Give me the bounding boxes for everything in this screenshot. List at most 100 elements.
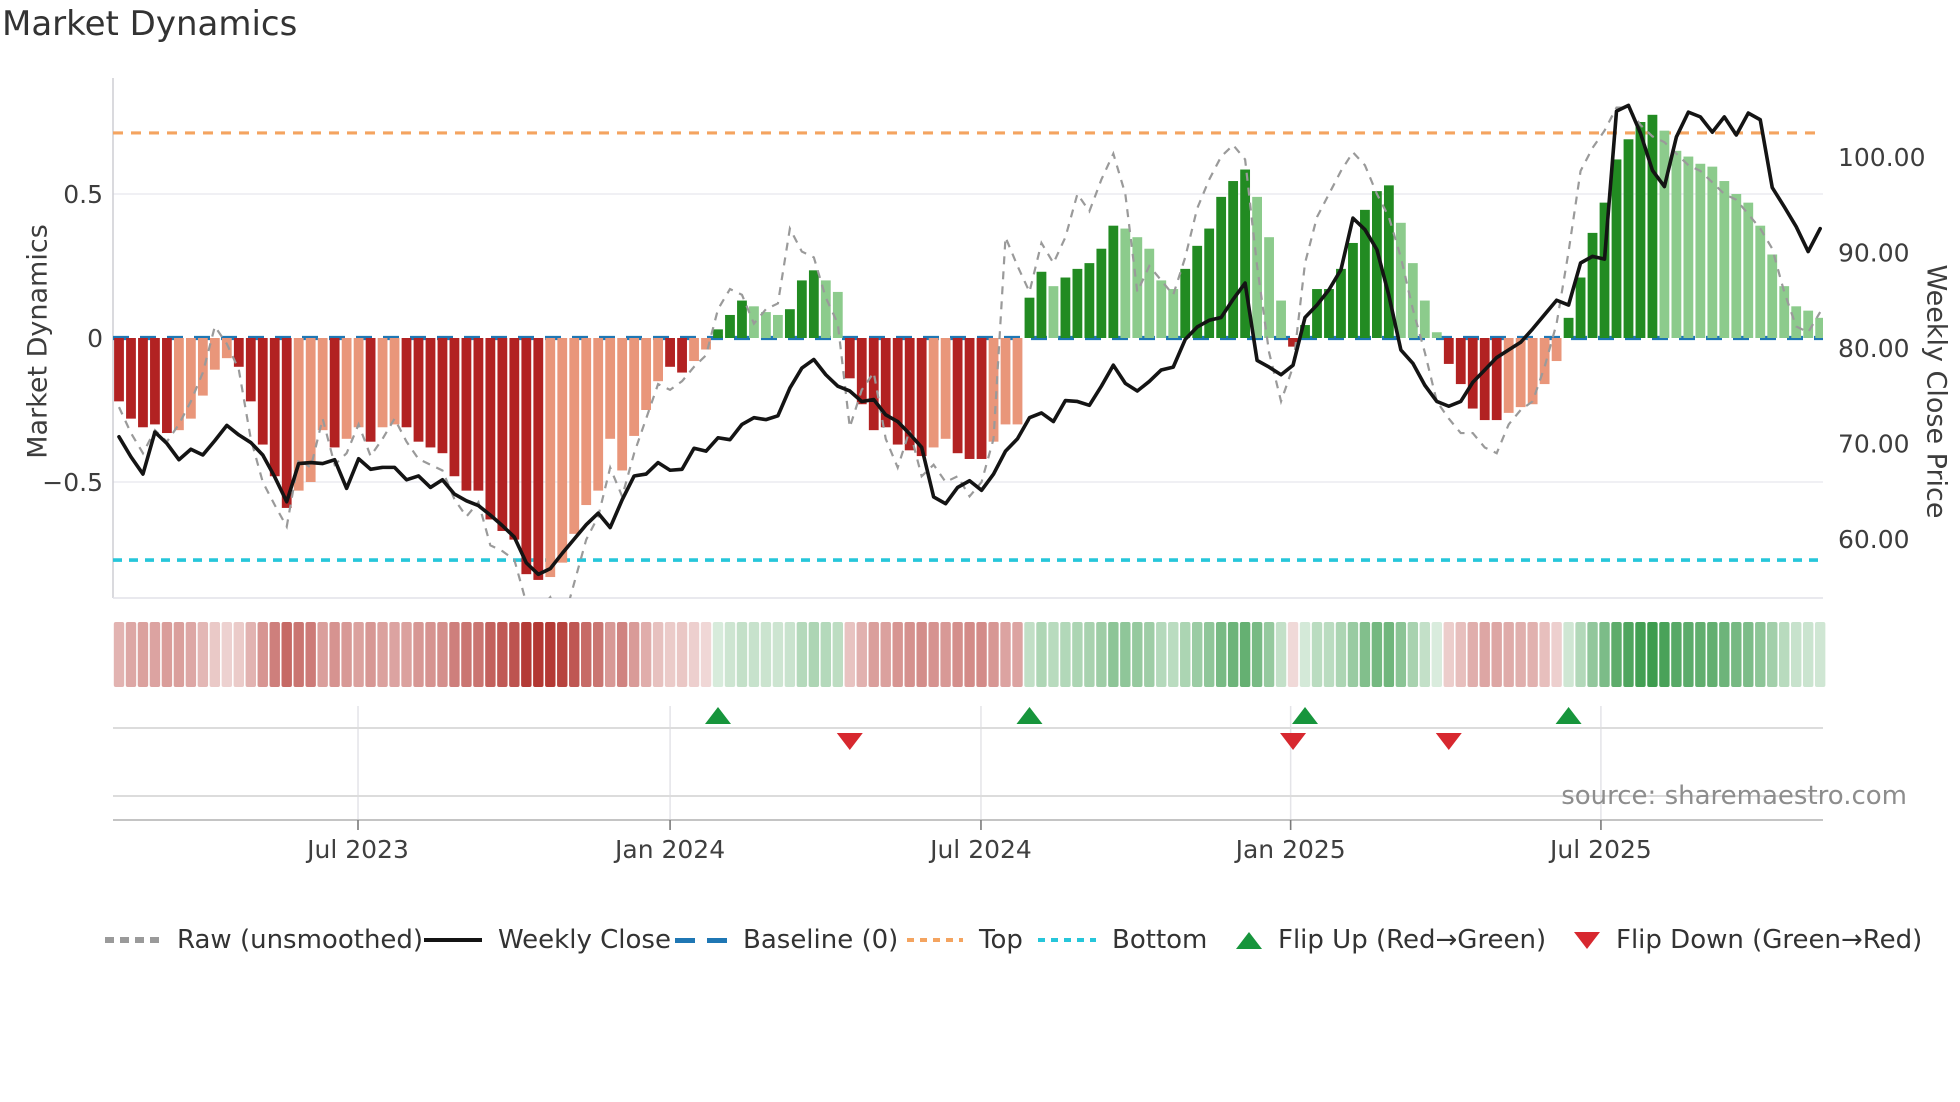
bar-week-117	[1515, 338, 1526, 408]
bar-week-21	[365, 338, 376, 442]
bar-week-55	[773, 314, 783, 338]
heat-cell-114	[1479, 622, 1490, 687]
bar-week-58	[808, 270, 819, 338]
bar-week-7	[197, 338, 208, 396]
heat-strip	[113, 622, 1826, 687]
heat-cell-39	[581, 622, 592, 687]
bar-week-15	[293, 338, 304, 491]
heat-cell-57	[796, 622, 808, 687]
heat-cell-136	[1743, 622, 1754, 687]
heat-cell-11	[245, 622, 256, 687]
bar-week-132	[1695, 163, 1706, 338]
heat-cell-75	[1012, 622, 1023, 687]
heat-cell-42	[616, 622, 628, 687]
flip-down-marker-w61	[836, 733, 863, 750]
flip-up-marker-w76	[1016, 707, 1043, 724]
heat-cell-4	[161, 622, 173, 687]
raw-line	[118, 106, 1822, 598]
legend-swatch-dash-blue	[675, 937, 727, 943]
flip-up-marker-w121	[1555, 707, 1582, 724]
svg-text:0: 0	[87, 324, 103, 353]
bar-week-41	[605, 338, 616, 439]
bar-week-48	[689, 338, 699, 362]
heat-cell-31	[485, 622, 496, 687]
heat-cell-129	[1659, 622, 1670, 687]
bar-week-60	[832, 291, 843, 338]
bar-week-98	[1288, 338, 1298, 347]
heat-cell-132	[1695, 622, 1706, 687]
bar-week-140	[1791, 306, 1802, 338]
bar-week-40	[593, 338, 604, 491]
bar-week-28	[449, 338, 460, 477]
bar-week-74	[1000, 338, 1011, 425]
bar-week-121	[1563, 317, 1574, 338]
bar-week-65	[892, 338, 903, 445]
bar-week-35	[533, 338, 544, 580]
bar-week-11	[245, 338, 256, 402]
heat-cell-84	[1120, 622, 1131, 687]
bar-week-141	[1803, 310, 1814, 338]
bar-week-47	[677, 338, 687, 373]
bar-week-112	[1455, 338, 1466, 385]
heat-cell-138	[1767, 622, 1778, 687]
bar-week-99	[1300, 325, 1310, 338]
heat-cell-12	[257, 622, 268, 687]
heat-cell-10	[233, 622, 244, 687]
heat-cell-45	[652, 622, 664, 687]
right-axis-ticks: 100.00 90.00 80.00 70.00 60.00	[1838, 143, 1925, 554]
bar-week-82	[1096, 248, 1107, 338]
bar-week-43	[629, 338, 640, 436]
heat-cell-82	[1096, 622, 1107, 687]
bar-week-106	[1383, 185, 1394, 338]
legend-item-dot-cyan: Bottom	[1038, 922, 1207, 958]
heat-cell-119	[1539, 622, 1550, 687]
heat-cell-131	[1683, 622, 1694, 687]
bar-week-49	[701, 338, 711, 350]
bar-week-136	[1743, 202, 1754, 338]
legend-item-dash-blue: Baseline (0)	[675, 922, 898, 958]
bar-week-89	[1180, 268, 1191, 338]
bar-week-138	[1767, 254, 1778, 338]
heat-cell-124	[1599, 622, 1610, 687]
bar-week-24	[401, 338, 412, 428]
heat-cell-103	[1347, 622, 1359, 687]
heat-cell-77	[1036, 622, 1047, 687]
bar-week-70	[952, 338, 963, 454]
svg-text:80.00: 80.00	[1838, 334, 1910, 363]
heat-cell-89	[1180, 622, 1191, 687]
bar-week-59	[820, 280, 831, 338]
heat-cell-13	[269, 622, 280, 687]
flip-marker-panel	[113, 706, 1823, 830]
heat-cell-83	[1108, 622, 1119, 687]
bar-week-100	[1312, 289, 1322, 338]
heat-cell-64	[880, 622, 891, 687]
heat-cell-67	[916, 622, 927, 687]
bar-week-52	[737, 300, 747, 338]
heat-cell-44	[640, 622, 652, 687]
heat-cell-105	[1371, 622, 1383, 687]
bar-week-107	[1395, 222, 1406, 338]
bar-week-54	[761, 312, 771, 338]
heat-cell-91	[1203, 622, 1215, 687]
heat-cell-40	[593, 622, 604, 687]
bar-week-4	[162, 338, 172, 434]
bar-week-103	[1348, 242, 1358, 338]
heat-cell-3	[149, 622, 161, 687]
heat-cell-6	[185, 622, 197, 687]
heat-cell-41	[604, 622, 616, 687]
heat-cell-99	[1299, 622, 1311, 687]
heat-cell-68	[928, 622, 939, 687]
heat-cell-102	[1335, 622, 1347, 687]
heat-cell-32	[497, 622, 508, 687]
dynamics-bars	[114, 114, 1823, 580]
heat-cell-24	[401, 622, 412, 687]
bar-week-30	[473, 338, 484, 491]
bar-week-101	[1324, 289, 1334, 338]
bar-week-16	[305, 338, 316, 482]
bar-week-124	[1599, 202, 1610, 338]
svg-text:Jan 2024: Jan 2024	[613, 835, 725, 864]
left-axis-ticks: 0.5 0 −0.5	[42, 180, 103, 497]
heat-cell-100	[1311, 622, 1323, 687]
heat-cell-48	[688, 622, 700, 687]
